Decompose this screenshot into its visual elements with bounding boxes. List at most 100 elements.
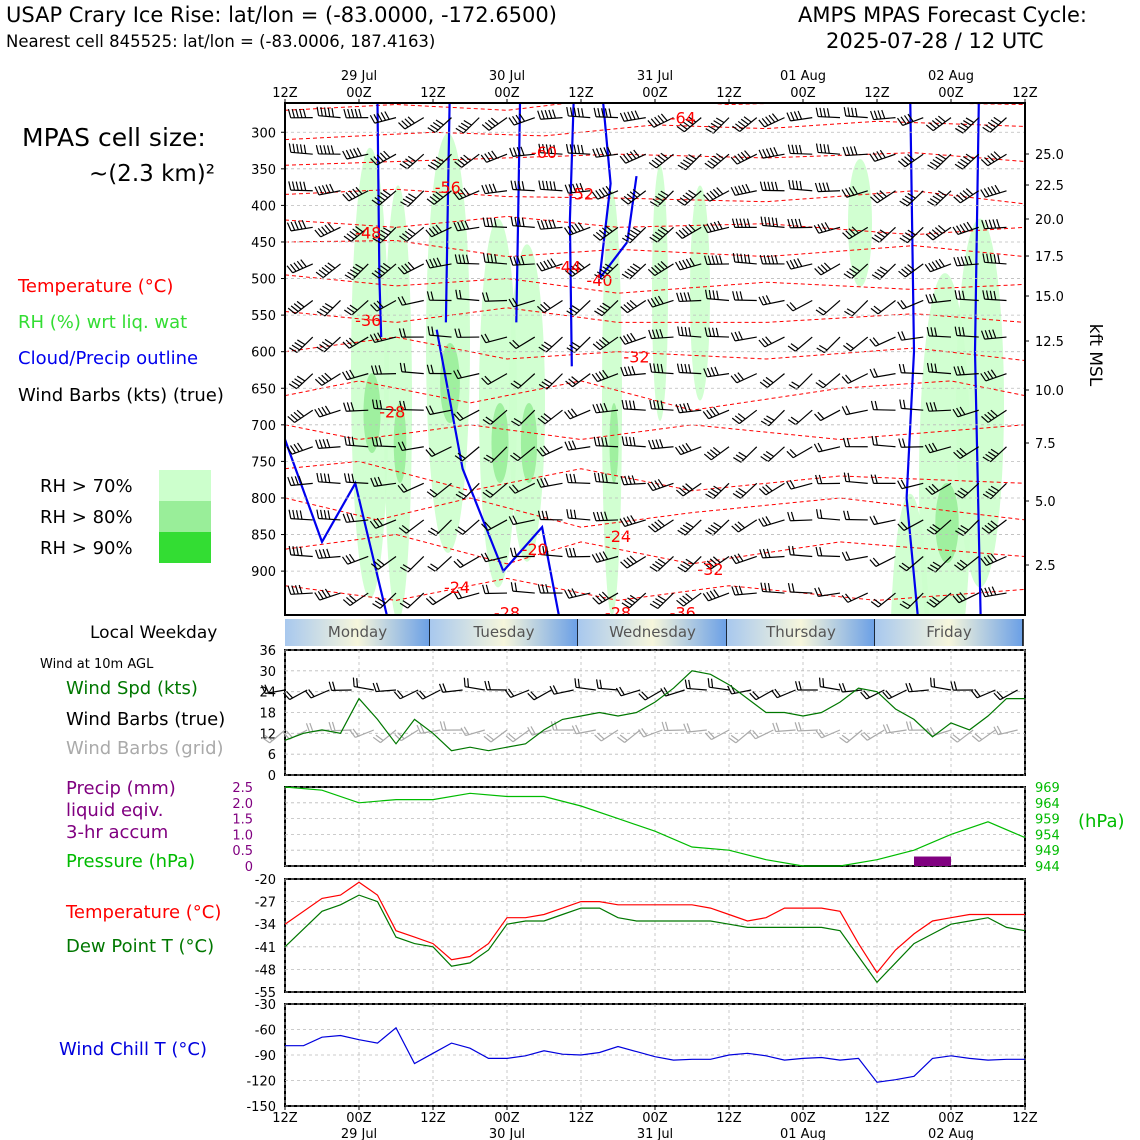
precip-y-tick-label: 1.0	[232, 828, 253, 843]
wind-barb-flag	[818, 474, 823, 484]
wind-barb-flag	[860, 691, 867, 700]
wind-barb-flag	[623, 195, 632, 203]
wind-barb-flag	[370, 158, 378, 166]
wind-barb-flag	[787, 419, 797, 426]
wind-barb-flag	[627, 366, 632, 376]
wind-y-tick-label: 0	[268, 769, 276, 784]
wind-barb-flag	[627, 268, 636, 275]
wind-barb-flag	[568, 184, 573, 193]
wind-barb-flag	[483, 735, 492, 743]
wind-barb-flag	[397, 484, 405, 493]
wind-barb-flag	[816, 347, 825, 354]
wind-barb-flag	[661, 721, 666, 731]
wind-barb-flag	[815, 143, 819, 153]
wind-barb-flag	[536, 448, 544, 457]
wind-barb-flag	[957, 366, 962, 376]
wind-barb-flag	[538, 180, 542, 190]
wind-barb-flag	[358, 108, 362, 118]
wind-barb-flag	[758, 149, 764, 159]
wind-barb-flag	[907, 113, 914, 122]
wind-barb-flag	[294, 378, 303, 385]
wind-barb-flag	[727, 685, 733, 695]
wind-barb-flag	[874, 234, 883, 241]
wind-barb-flag	[959, 224, 966, 233]
wind-barb-flag	[953, 257, 958, 267]
title-left: USAP Crary Ice Rise: lat/lon = (-83.0000…	[6, 3, 557, 27]
wind-barb-flag	[908, 682, 913, 692]
wind-barb-flag	[937, 153, 947, 160]
wind-barb-flag	[767, 217, 771, 227]
wind-barb-flag	[370, 477, 375, 487]
wind-barb-flag	[870, 307, 879, 315]
wind-barb-flag	[322, 548, 327, 558]
wind-barb-flag	[688, 364, 692, 374]
wind-barb-flag	[355, 186, 363, 195]
wind-barb-flag	[632, 189, 641, 196]
wind-barb-flag	[429, 596, 437, 604]
wind-barb-flag	[882, 691, 890, 700]
wind-barb-flag	[353, 148, 359, 157]
wind-barb-flag	[568, 378, 576, 385]
rh-area	[509, 244, 545, 562]
wind-barb-flag	[899, 237, 908, 244]
wind-barb-flag	[882, 724, 888, 734]
wind-barb-flag	[732, 125, 741, 133]
wind-barb-flag	[841, 551, 847, 561]
wind-barb-flag	[853, 146, 858, 156]
wind-barb-flag	[596, 511, 601, 521]
wind-barb-flag	[327, 510, 331, 520]
wind-barb-flag	[657, 262, 665, 271]
wind-barb-flag	[324, 405, 331, 414]
wind-barb-flag	[484, 333, 490, 343]
wind-barb-flag	[873, 598, 882, 606]
wind-barb-flag	[909, 721, 913, 731]
wind-barb-flag	[482, 419, 491, 426]
wind-barb-flag	[842, 232, 850, 240]
wind-barb-flag	[401, 265, 408, 273]
wind-barb-flag	[369, 520, 377, 529]
wind-barb-flag	[518, 217, 521, 227]
wind-barb-flag	[460, 122, 470, 129]
wind-barb-flag	[845, 374, 852, 383]
temp-contour	[285, 460, 1025, 492]
wind-barb-flag	[402, 328, 407, 338]
wind-barb-staff	[285, 226, 286, 228]
wind-barb-flag	[907, 264, 915, 271]
legend-cell-size: MPAS cell size:	[22, 123, 206, 152]
wind-barb-flag	[960, 365, 965, 375]
wind-barb-flag	[356, 678, 359, 688]
wind-barb-flag	[657, 558, 666, 565]
temp-contour-label: -56	[435, 178, 461, 197]
wind-barb-flag	[932, 195, 941, 202]
wind-barb-flag	[686, 723, 691, 733]
wind-barb-flag	[377, 194, 386, 201]
wind-barb-flag	[594, 734, 602, 742]
x-tick-label-top: 12Z	[568, 86, 594, 101]
cloud-outline	[285, 439, 388, 615]
wind-barb-flag	[660, 260, 668, 269]
wind-barb-flag	[426, 198, 435, 205]
wind-barb-flag	[737, 120, 746, 128]
wind-barb-flag	[959, 406, 966, 415]
pressure-y-tick-label: 964	[1035, 797, 1060, 812]
wind-barb-flag	[730, 734, 739, 742]
wind-barb-flag	[287, 108, 292, 118]
wind-y-tick-label: 30	[259, 665, 276, 680]
wind-barb-flag	[372, 237, 381, 244]
wind-barb-flag	[737, 153, 745, 162]
wind-barb-flag	[530, 726, 536, 735]
wind-barb-flag	[707, 490, 717, 497]
wind-barb-flag	[331, 721, 336, 731]
wind-barb-flag	[324, 588, 331, 597]
wind-barb-flag	[654, 296, 661, 306]
legend-rh: RH (%) wrt liq. wat	[18, 312, 187, 333]
wind-barb-flag	[934, 227, 943, 234]
wind-barb-flag	[592, 234, 601, 241]
wind-barb-flag	[680, 563, 689, 570]
wind-barb-flag	[485, 584, 490, 594]
wind-barb-flag	[396, 689, 404, 698]
rh-area	[393, 403, 407, 483]
wind-barb-flag	[380, 112, 387, 121]
wind-barb-flag	[799, 180, 803, 190]
rh-area	[956, 218, 1004, 588]
